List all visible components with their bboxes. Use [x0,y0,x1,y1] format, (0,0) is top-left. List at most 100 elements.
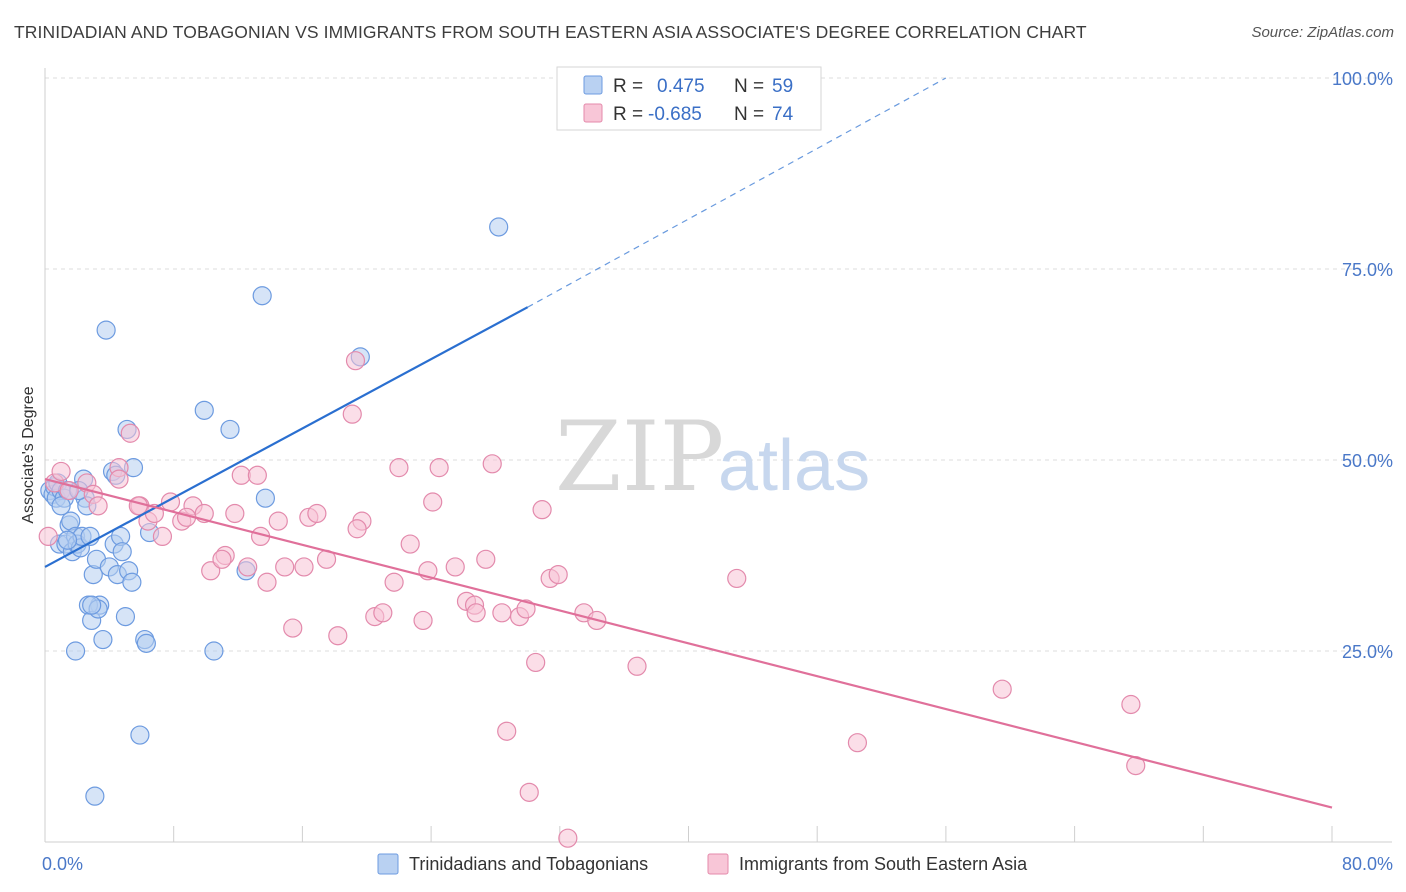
watermark-zip: ZIP [555,401,724,513]
pink-point [532,500,552,520]
legend-r-label-blue: R = [613,76,643,97]
series-legend-label-pink: Immigrants from South Eastern Asia [739,854,1028,874]
pink-point [247,465,267,485]
series-legend: Trinidadians and Tobagonians Immigrants … [377,853,1028,875]
blue-point [112,542,132,562]
pink-point [482,454,502,474]
trend-line-blue-extension [527,77,947,308]
legend-swatch-blue [583,75,603,95]
pink-point [516,599,536,619]
pink-point [384,572,404,592]
blue-point [96,320,116,340]
legend-r-label-pink: R = [613,104,643,125]
pink-point [268,511,288,531]
legend-r-value-blue: 0.475 [657,76,705,97]
pink-point [231,465,251,485]
pink-point [347,519,367,539]
blue-point [255,488,275,508]
blue-point [194,400,214,420]
pink-point [526,652,546,673]
blue-point [130,725,150,745]
watermark-atlas: atlas [718,426,870,506]
pink-point [847,733,868,753]
pink-point [373,603,393,623]
chart-title: TRINIDADIAN AND TOBAGONIAN VS IMMIGRANTS… [14,22,1087,42]
series-pink-points [38,351,1146,848]
pink-point [423,492,443,512]
pink-point [476,549,496,569]
source-label: Source: ZipAtlas.com [1251,24,1394,41]
pink-point [307,503,327,524]
blue-point [122,572,142,592]
pink-point [992,679,1012,699]
blue-point [82,595,102,615]
y-tick-label: 25.0% [1342,642,1393,662]
pink-point [400,534,420,554]
blue-point [489,217,509,237]
pink-point [109,469,129,489]
pink-point [342,404,362,424]
pink-point [389,458,409,478]
watermark: ZIP atlas [555,401,870,513]
y-tick-label: 100.0% [1332,69,1393,89]
series-legend-swatch-pink [707,853,729,875]
legend-n-value-blue: 59 [772,76,793,97]
pink-point [51,461,71,482]
pink-point [257,572,277,592]
pink-point [445,557,465,577]
pink-point [497,721,517,741]
pink-point [238,557,258,577]
pink-point [558,828,578,848]
trend-line-pink [44,478,1333,809]
pink-point [120,423,140,443]
legend-r-value-pink: -0.685 [648,104,702,125]
pink-point [345,351,366,371]
x-tick-label-left: 0.0% [42,854,83,874]
pink-point [225,503,245,524]
pink-point [548,564,568,585]
pink-point [275,557,295,577]
pink-point [328,626,348,646]
series-blue-points [40,217,509,806]
series-legend-swatch-blue [377,853,399,875]
correlation-legend: R = 0.475 N = 59 R = -0.685 N = 74 [556,66,822,131]
y-axis-label: Associate's Degree [20,386,37,523]
pink-point [201,561,221,581]
pink-point [212,549,232,569]
tick-labels: 100.0% 75.0% 50.0% 25.0% 0.0% 80.0% [42,69,1393,874]
pink-point [466,603,486,623]
legend-swatch-pink [583,103,603,123]
blue-point [93,629,113,650]
blue-point [65,641,86,661]
pink-point [152,526,173,547]
pink-point [88,496,108,516]
pink-point [429,458,449,478]
trend-line-blue [44,306,529,568]
pink-point [413,610,433,631]
pink-point [492,603,512,623]
blue-point [136,633,156,653]
blue-point [204,641,224,661]
series-legend-label-blue: Trinidadians and Tobagonians [409,854,648,874]
blue-point [115,607,136,627]
legend-n-label-blue: N = [734,76,764,97]
blue-point [85,786,105,806]
pink-point [294,557,314,577]
x-tick-label-right: 80.0% [1342,854,1393,874]
pink-point [1121,694,1141,715]
pink-point [283,618,303,638]
y-tick-label: 75.0% [1342,260,1393,280]
blue-point [57,530,78,550]
pink-point [519,782,539,802]
legend-n-value-pink: 74 [772,104,794,125]
blue-point [51,496,71,516]
pink-point [38,526,58,547]
pink-point [727,568,747,589]
legend-n-label-pink: N = [734,104,764,125]
blue-point [220,419,240,440]
y-tick-label: 50.0% [1342,451,1393,471]
blue-point [252,286,272,306]
trend-lines [44,77,1333,809]
pink-point [627,656,647,676]
